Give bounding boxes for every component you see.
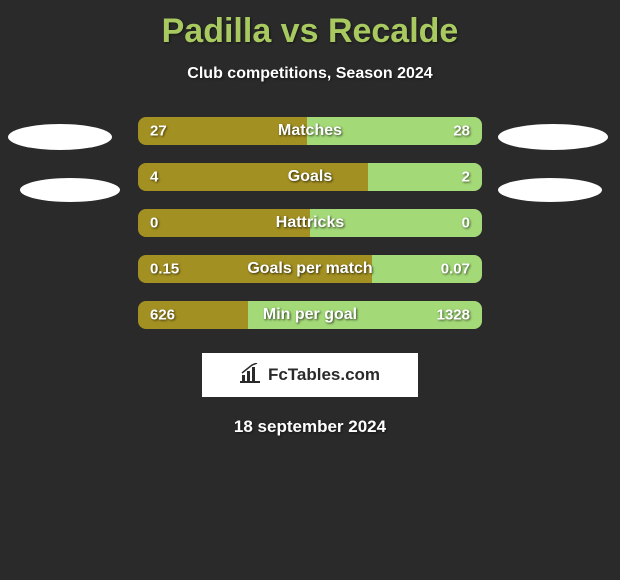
stat-row: 626 1328 Min per goal — [0, 301, 620, 329]
date-label: 18 september 2024 — [0, 417, 620, 437]
stat-value-right: 28 — [453, 123, 470, 140]
decorative-ellipse — [8, 124, 112, 150]
stat-bar: 626 1328 Min per goal — [138, 301, 482, 329]
decorative-ellipse — [20, 178, 120, 202]
badge-text: FcTables.com — [268, 365, 380, 385]
chart-icon — [240, 363, 262, 388]
stat-bar: 0.15 0.07 Goals per match — [138, 255, 482, 283]
stat-bar: 4 2 Goals — [138, 163, 482, 191]
stat-value-left: 626 — [150, 307, 175, 324]
stat-label: Min per goal — [263, 306, 357, 324]
stat-label: Goals per match — [247, 260, 372, 278]
stat-value-right: 0 — [462, 215, 470, 232]
stat-bar: 0 0 Hattricks — [138, 209, 482, 237]
stat-value-left: 0 — [150, 215, 158, 232]
stat-value-right: 0.07 — [441, 261, 470, 278]
stat-value-left: 4 — [150, 169, 158, 186]
stat-value-left: 27 — [150, 123, 167, 140]
stat-bar: 27 28 Matches — [138, 117, 482, 145]
stat-value-left: 0.15 — [150, 261, 179, 278]
stat-label: Hattricks — [276, 214, 344, 232]
stat-value-right: 2 — [462, 169, 470, 186]
page-title: Padilla vs Recalde — [0, 0, 620, 51]
stat-row: 0 0 Hattricks — [0, 209, 620, 237]
decorative-ellipse — [498, 124, 608, 150]
stat-label: Matches — [278, 122, 342, 140]
stat-label: Goals — [288, 168, 332, 186]
page-subtitle: Club competitions, Season 2024 — [0, 65, 620, 83]
stat-row: 0.15 0.07 Goals per match — [0, 255, 620, 283]
source-badge: FcTables.com — [202, 353, 418, 397]
decorative-ellipse — [498, 178, 602, 202]
stats-container: 27 28 Matches 4 2 Goals 0 0 Hattricks 0.15 0.07 Goa… — [0, 117, 620, 329]
bar-left — [138, 163, 368, 191]
stat-value-right: 1328 — [437, 307, 470, 324]
